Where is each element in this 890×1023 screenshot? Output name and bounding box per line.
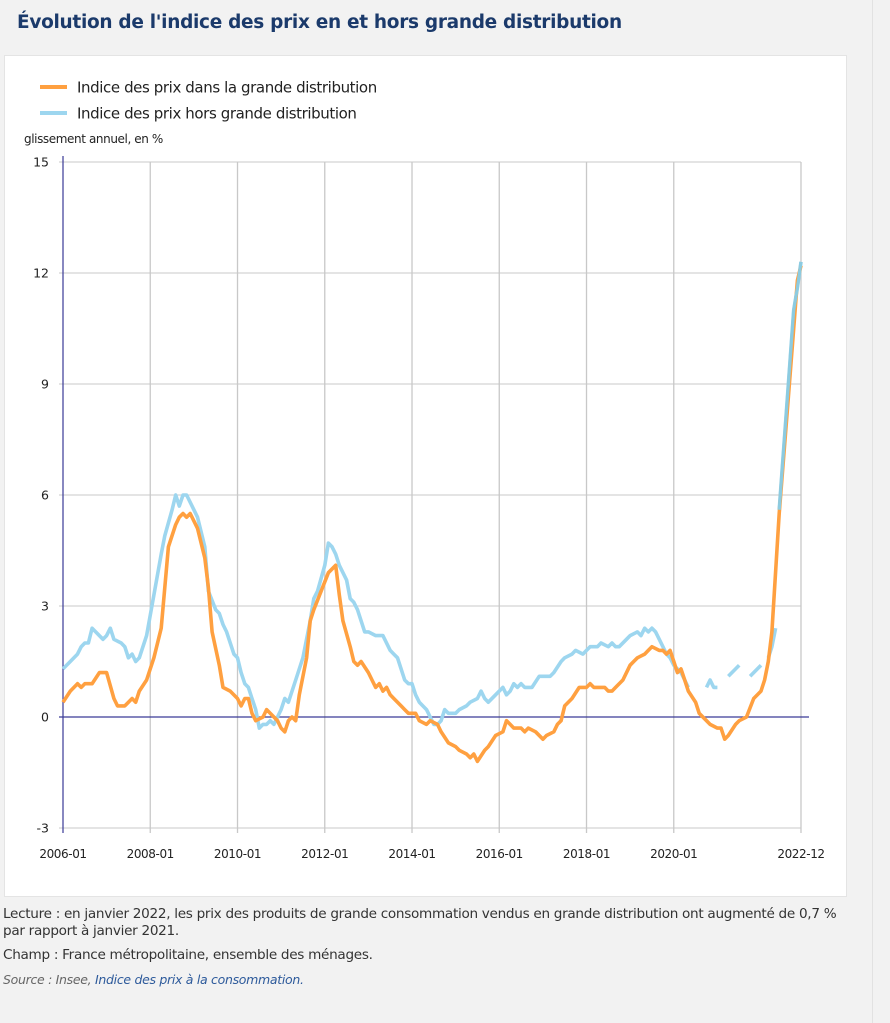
chart-notes: Lecture : en janvier 2022, les prix des … bbox=[3, 906, 843, 995]
x-tick-label: 2006-01 bbox=[39, 847, 86, 861]
series-line-grande-distribution bbox=[61, 265, 803, 764]
series-line-hors-grande-distribution bbox=[727, 663, 741, 678]
page-gutter-divider bbox=[872, 0, 873, 1023]
y-tick-label: 9 bbox=[41, 377, 49, 392]
y-axis-label: glissement annuel, en % bbox=[24, 132, 163, 146]
source-prefix: Source : Insee, bbox=[3, 972, 96, 987]
chart-card bbox=[4, 55, 847, 897]
x-tick-label: 2020-01 bbox=[650, 847, 697, 861]
x-tick-label: 2022-12 bbox=[777, 847, 824, 861]
series-line-hors-grande-distribution bbox=[704, 678, 718, 690]
x-tick-label: 2016-01 bbox=[476, 847, 523, 861]
x-tick-label: 2008-01 bbox=[127, 847, 174, 861]
y-tick-label: 6 bbox=[41, 488, 49, 503]
line-chart: -3 0 3 6 9 12 15 2006-01 2008-01 2010-01 2012-01 20… bbox=[24, 79, 825, 862]
source-link[interactable]: Indice des prix à la consommation. bbox=[95, 972, 304, 987]
x-tick-label: 2010-01 bbox=[214, 847, 261, 861]
y-tick-label: 3 bbox=[41, 599, 49, 614]
legend-label: Indice des prix hors grande distribution bbox=[77, 105, 357, 123]
legend-label: Indice des prix dans la grande distribut… bbox=[77, 79, 377, 97]
y-tick-label: 15 bbox=[33, 155, 49, 170]
y-tick-label: -3 bbox=[37, 821, 49, 836]
champ-note: Champ : France métropolitaine, ensemble … bbox=[3, 947, 373, 963]
source-note: Source : Insee, Indice des prix à la con… bbox=[3, 971, 843, 988]
series-line-hors-grande-distribution bbox=[61, 493, 690, 730]
x-tick-label: 2014-01 bbox=[388, 847, 435, 861]
y-tick-label: 0 bbox=[41, 710, 49, 725]
lecture-note: Lecture : en janvier 2022, les prix des … bbox=[3, 906, 837, 939]
x-tick-label: 2012-01 bbox=[301, 847, 348, 861]
page-title: Évolution de l'indice des prix en et hor… bbox=[17, 12, 622, 33]
series-line-hors-grande-distribution bbox=[748, 663, 763, 678]
x-tick-label: 2018-01 bbox=[563, 847, 610, 861]
series-line-hors-grande-distribution-end bbox=[777, 261, 803, 510]
y-tick-label: 12 bbox=[33, 266, 49, 281]
